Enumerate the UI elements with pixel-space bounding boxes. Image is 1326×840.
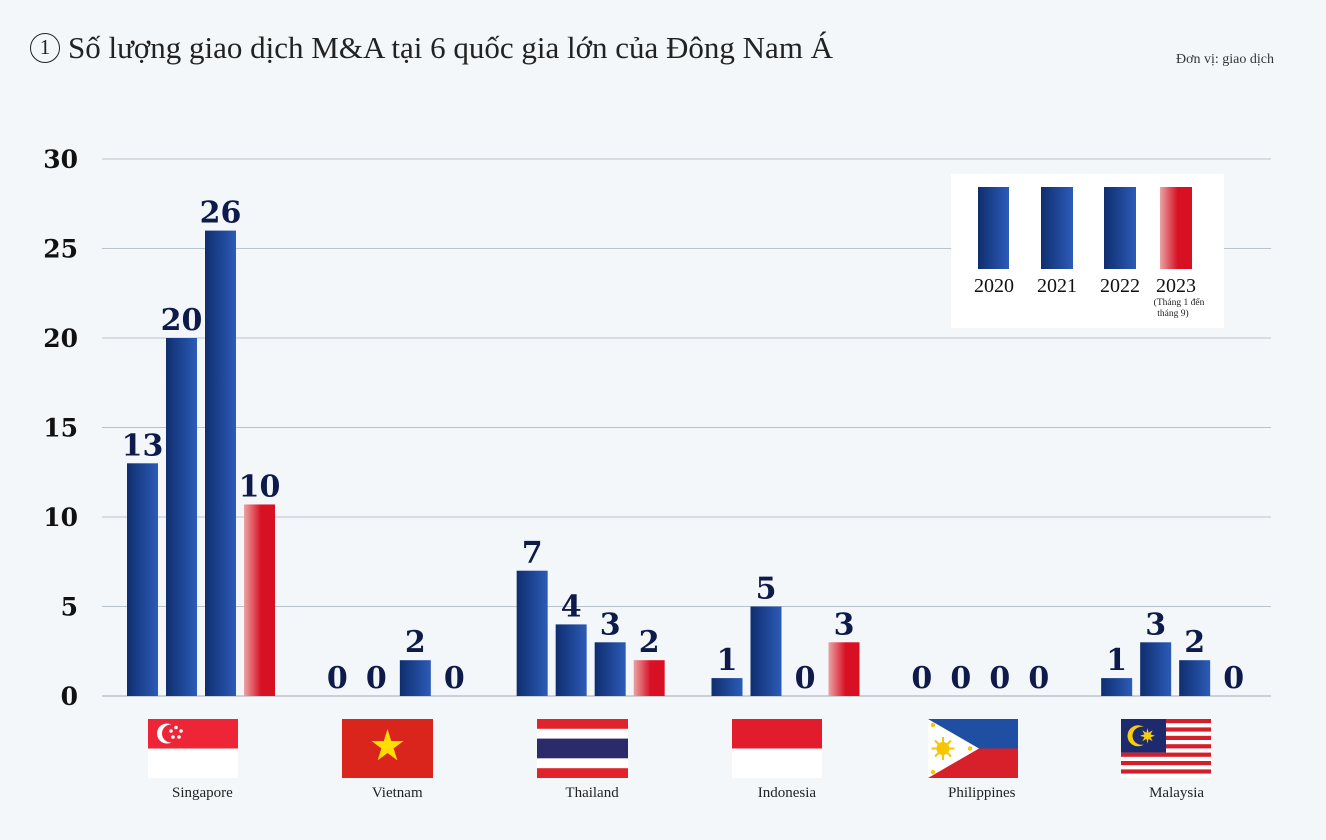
unit-label: Đơn vị: giao dịch xyxy=(1176,52,1274,67)
category-label: Indonesia xyxy=(758,785,817,801)
data-label: 20 xyxy=(161,303,203,338)
y-tick-label: 10 xyxy=(43,503,78,532)
legend-sub-2023: (Tháng 1 đến tháng 9) xyxy=(1154,297,1205,319)
data-label: 0 xyxy=(1028,661,1049,696)
legend: 2020 2021 2022 2023 (Tháng 1 đến tháng 9) xyxy=(951,174,1224,328)
data-label: 0 xyxy=(366,661,387,696)
bars xyxy=(127,230,1211,696)
philippines-flag xyxy=(928,719,1018,778)
data-label: 0 xyxy=(327,661,348,696)
category-label: Malaysia xyxy=(1149,785,1204,801)
legend-swatch-2021 xyxy=(1041,187,1073,269)
data-label: 2 xyxy=(1184,625,1205,660)
bar-singapore-2 xyxy=(166,338,197,696)
data-label: 4 xyxy=(561,589,582,624)
data-label: 0 xyxy=(795,661,816,696)
grid-lines xyxy=(102,158,1271,697)
y-tick-label: 25 xyxy=(43,235,78,264)
data-label: 0 xyxy=(911,661,932,696)
vietnam-flag xyxy=(342,719,433,778)
category-label: Vietnam xyxy=(372,785,423,801)
category-labels: Singapore Vietnam Thailand Indonesia Philipp… xyxy=(172,785,1204,801)
bar-malaysia-1 xyxy=(1101,678,1133,696)
category-label: Thailand xyxy=(565,785,619,801)
bar-singapore-3 xyxy=(205,230,236,696)
y-axis-ticks: 0 5 10 15 20 25 30 xyxy=(43,145,78,711)
y-tick-label: 15 xyxy=(43,414,78,443)
thailand-flag xyxy=(537,719,628,778)
indonesia-flag xyxy=(732,719,822,778)
bar-indonesia-1 xyxy=(711,678,743,696)
y-tick-label: 30 xyxy=(43,145,78,174)
legend-sub-line: (Tháng 1 đến xyxy=(1154,297,1205,308)
category-label: Singapore xyxy=(172,785,233,801)
y-tick-label: 0 xyxy=(61,682,78,711)
legend-label-2023: 2023 xyxy=(1156,275,1196,297)
category-label: Philippines xyxy=(948,785,1016,801)
data-label: 3 xyxy=(1145,607,1166,642)
bar-thailand-3 xyxy=(594,642,626,696)
y-tick-label: 5 xyxy=(61,593,78,622)
data-label: 7 xyxy=(522,536,543,571)
bar-singapore-4 xyxy=(244,504,275,696)
legend-swatch-2020 xyxy=(978,187,1009,269)
bar-thailand-1 xyxy=(516,570,548,696)
data-label: 3 xyxy=(834,607,855,642)
data-label: 13 xyxy=(122,428,164,463)
bar-thailand-4 xyxy=(633,660,665,696)
legend-label-2020: 2020 xyxy=(974,275,1014,297)
title-number-badge: 1 xyxy=(30,33,60,63)
data-label: 0 xyxy=(989,661,1010,696)
bar-malaysia-2 xyxy=(1140,642,1172,696)
legend-swatch-2023 xyxy=(1160,187,1192,269)
data-label: 2 xyxy=(639,625,660,660)
bar-indonesia-2 xyxy=(750,606,782,696)
bar-indonesia-4 xyxy=(828,642,860,696)
y-tick-label: 20 xyxy=(43,324,78,353)
data-label: 1 xyxy=(717,643,738,678)
bar-singapore-1 xyxy=(127,463,158,696)
bar-malaysia-3 xyxy=(1179,660,1211,696)
data-label: 5 xyxy=(756,572,777,607)
data-label: 0 xyxy=(1223,661,1244,696)
data-label: 3 xyxy=(600,607,621,642)
data-label: 26 xyxy=(200,196,242,231)
legend-swatch-2022 xyxy=(1104,187,1136,269)
legend-sub-line: tháng 9) xyxy=(1157,308,1188,319)
bar-vietnam-3 xyxy=(399,660,431,696)
chart-title: 1 Số lượng giao dịch M&A tại 6 quốc gia … xyxy=(30,30,833,66)
legend-label-2022: 2022 xyxy=(1100,275,1140,297)
data-label: 10 xyxy=(239,469,281,504)
data-label: 0 xyxy=(444,661,465,696)
data-label: 1 xyxy=(1106,643,1127,678)
chart-title-text: Số lượng giao dịch M&A tại 6 quốc gia lớ… xyxy=(68,30,834,65)
data-label: 2 xyxy=(405,625,426,660)
malaysia-flag xyxy=(1121,719,1211,778)
legend-label-2021: 2021 xyxy=(1037,275,1077,297)
bar-thailand-2 xyxy=(555,624,587,696)
singapore-flag xyxy=(148,719,238,778)
data-label: 0 xyxy=(950,661,971,696)
